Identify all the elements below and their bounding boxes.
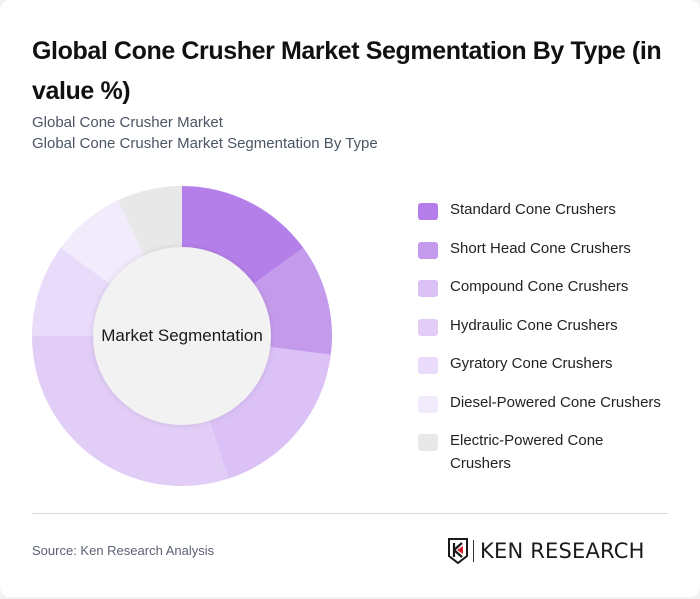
- chart-title: Global Cone Crusher Market Segmentation …: [32, 37, 662, 105]
- donut-svg: [32, 186, 332, 486]
- logo-text: KEN RESEARCH: [480, 539, 645, 563]
- ken-research-logo: KEN RESEARCH: [447, 536, 645, 566]
- donut-chart: Market Segmentation: [32, 186, 332, 486]
- legend-swatch: [418, 395, 438, 413]
- source-note: Source: Ken Research Analysis: [32, 543, 215, 558]
- legend-item-compound[interactable]: Compound Cone Crushers: [418, 275, 678, 298]
- legend-label: Short Head Cone Crushers: [450, 239, 631, 257]
- legend-item-standard[interactable]: Standard Cone Crushers: [418, 198, 678, 221]
- legend-swatch: [418, 434, 438, 451]
- legend-swatch: [418, 241, 438, 259]
- legend-label: Hydraulic Cone Crushers: [450, 316, 618, 334]
- chart-subtitle: Global Cone Crusher Market Global Cone C…: [32, 112, 632, 154]
- legend-swatch: [418, 318, 438, 336]
- legend: Standard Cone Crushers Short Head Cone C…: [418, 198, 678, 491]
- legend-label: Electric-Powered Cone Crushers: [450, 432, 604, 472]
- legend-item-diesel-powered[interactable]: Diesel-Powered Cone Crushers: [418, 391, 678, 414]
- legend-swatch: [418, 280, 438, 297]
- donut-slice-short-head-cone-crushers[interactable]: [252, 247, 332, 355]
- legend-label: Diesel-Powered Cone Crushers: [450, 393, 661, 411]
- legend-item-hydraulic[interactable]: Hydraulic Cone Crushers: [418, 314, 678, 337]
- subtitle-line-market: Global Cone Crusher Market: [32, 114, 223, 131]
- legend-item-short-head[interactable]: Short Head Cone Crushers: [418, 237, 678, 260]
- donut-slices: [32, 186, 332, 486]
- donut-slice-gyratory-cone-crushers[interactable]: [32, 247, 112, 336]
- legend-label: Standard Cone Crushers: [450, 201, 616, 218]
- ken-research-shield-icon: [448, 538, 468, 564]
- legend-label: Compound Cone Crushers: [450, 278, 629, 295]
- legend-swatch: [418, 203, 438, 220]
- donut-slice-hydraulic-cone-crushers[interactable]: [32, 336, 229, 486]
- donut-slice-diesel-powered-cone-crushers[interactable]: [60, 200, 145, 285]
- logo-separator: [473, 540, 474, 562]
- legend-label: Gyratory Cone Crushers: [450, 355, 613, 372]
- footer-divider: [32, 513, 668, 514]
- donut-slice-standard-cone-crushers[interactable]: [182, 186, 304, 285]
- legend-item-electric-powered[interactable]: Electric-Powered Cone Crushers: [418, 429, 678, 475]
- donut-hole: [93, 247, 271, 425]
- legend-item-gyratory[interactable]: Gyratory Cone Crushers: [418, 352, 678, 375]
- donut-slice-electric-powered-cone-crushers[interactable]: [118, 186, 182, 258]
- legend-swatch: [418, 357, 438, 374]
- donut-slice-compound-cone-crushers[interactable]: [208, 346, 331, 479]
- subtitle-line-segmentation: Global Cone Crusher Market Segmentation …: [32, 135, 378, 152]
